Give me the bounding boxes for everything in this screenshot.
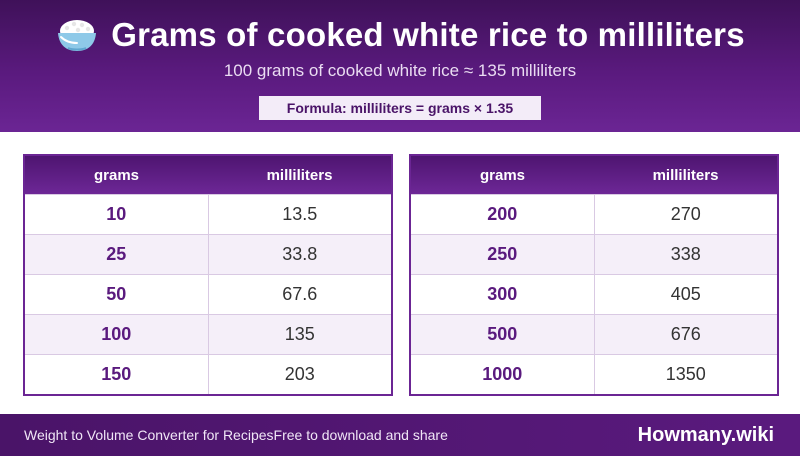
milliliters-cell: 67.6	[208, 274, 391, 315]
grams-cell: 10	[25, 194, 209, 235]
grams-cell: 200	[411, 194, 595, 235]
milliliters-cell: 1350	[594, 354, 777, 394]
footer-app-name: Weight to Volume Converter for Recipes	[24, 427, 274, 443]
milliliters-cell: 135	[208, 314, 391, 355]
milliliters-column-header: milliliters	[594, 156, 777, 195]
title-row: Grams of cooked white rice to milliliter…	[0, 12, 800, 58]
footer-tagline: Free to download and share	[273, 427, 448, 443]
rice-bowl-icon	[55, 15, 99, 55]
grams-cell: 300	[411, 274, 595, 315]
table-row: 10 13.5	[25, 194, 391, 235]
header: Grams of cooked white rice to milliliter…	[0, 0, 800, 132]
table-row: 50 67.6	[25, 274, 391, 315]
grams-cell: 100	[25, 314, 209, 355]
table-row: 150 203	[25, 354, 391, 394]
milliliters-cell: 405	[594, 274, 777, 315]
grams-cell: 250	[411, 234, 595, 275]
brand-logo-text[interactable]: Howmany.wiki	[637, 424, 774, 446]
grams-cell: 1000	[411, 354, 595, 394]
grams-column-header: grams	[25, 156, 208, 195]
footer: Weight to Volume Converter for RecipesFr…	[0, 414, 800, 456]
page-title: Grams of cooked white rice to milliliter…	[111, 16, 745, 53]
grams-cell: 150	[25, 354, 209, 394]
milliliters-cell: 13.5	[208, 194, 391, 235]
milliliters-cell: 203	[208, 354, 391, 394]
table-row: 300 405	[411, 274, 777, 315]
conversion-table-right: grams milliliters 200 270 250 338 300 40…	[409, 154, 779, 396]
table-row: 25 33.8	[25, 234, 391, 275]
milliliters-column-header: milliliters	[208, 156, 391, 195]
milliliters-cell: 338	[594, 234, 777, 275]
footer-text: Weight to Volume Converter for RecipesFr…	[24, 414, 448, 456]
milliliters-cell: 33.8	[208, 234, 391, 275]
table-row: 100 135	[25, 314, 391, 355]
formula-badge: Formula: milliliters = grams × 1.35	[259, 96, 541, 120]
subtitle: 100 grams of cooked white rice ≈ 135 mil…	[223, 61, 577, 80]
conversion-table-left: grams milliliters 10 13.5 25 33.8 50 67.…	[23, 154, 393, 396]
grams-cell: 50	[25, 274, 209, 315]
milliliters-cell: 270	[594, 194, 777, 235]
table-row: 1000 1350	[411, 354, 777, 394]
grams-column-header: grams	[411, 156, 594, 195]
table-row: 200 270	[411, 194, 777, 235]
milliliters-cell: 676	[594, 314, 777, 355]
grams-cell: 25	[25, 234, 209, 275]
table-row: 500 676	[411, 314, 777, 355]
grams-cell: 500	[411, 314, 595, 355]
table-row: 250 338	[411, 234, 777, 275]
